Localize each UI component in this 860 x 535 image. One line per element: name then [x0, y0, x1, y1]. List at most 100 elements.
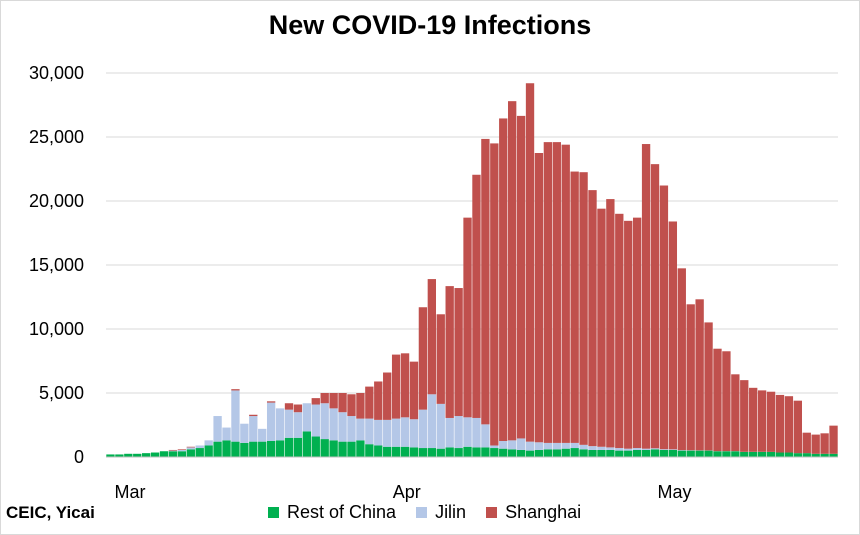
bar-jilin [561, 442, 570, 449]
bar-jilin [338, 412, 347, 442]
y-tick-label: 0 [74, 447, 84, 467]
bar-rest-of-china [534, 449, 544, 457]
bar-shanghai [231, 389, 240, 391]
bar-rest-of-china [668, 449, 678, 457]
bar-shanghai [391, 354, 401, 419]
bar-shanghai [641, 144, 651, 449]
y-tick-label: 30,000 [29, 63, 84, 83]
y-tick-label: 5,000 [39, 383, 84, 403]
bar-rest-of-china [525, 450, 535, 457]
bar-rest-of-china [133, 453, 142, 457]
bar-jilin [427, 394, 436, 449]
legend-item-rest-of-china: Rest of China [268, 502, 396, 523]
bar-rest-of-china [516, 449, 526, 457]
bar-shanghai [338, 393, 347, 413]
bar-rest-of-china [543, 449, 553, 457]
bar-jilin [579, 444, 588, 450]
bar-shanghai [757, 390, 767, 452]
bar-shanghai [552, 142, 561, 443]
bar-rest-of-china [499, 448, 508, 457]
bar-rest-of-china [811, 453, 820, 457]
bar-shanghai [659, 185, 669, 450]
bar-rest-of-china [302, 431, 312, 457]
bar-rest-of-china [365, 444, 374, 457]
bar-jilin [481, 424, 490, 448]
bar-shanghai [543, 142, 553, 443]
bar-rest-of-china [240, 442, 249, 457]
bar-rest-of-china [347, 441, 356, 457]
bar-rest-of-china [490, 448, 499, 457]
bar-shanghai [784, 396, 794, 453]
bar-rest-of-china [829, 453, 838, 457]
bar-jilin [320, 403, 329, 440]
bar-shanghai [445, 286, 454, 418]
bar-jilin [213, 416, 222, 442]
bar-rest-of-china [284, 437, 294, 457]
bar-jilin [400, 417, 410, 447]
bar-rest-of-china [793, 453, 802, 457]
bar-shanghai [606, 199, 615, 448]
bar-shanghai [775, 394, 785, 453]
bar-jilin [472, 417, 481, 448]
bar-rest-of-china [168, 451, 178, 457]
x-tick-label: May [658, 482, 692, 502]
legend-item-shanghai: Shanghai [486, 502, 581, 523]
bar-shanghai [356, 393, 365, 419]
bar-jilin [418, 409, 428, 449]
bar-rest-of-china [749, 451, 758, 457]
bar-shanghai [632, 217, 642, 449]
bar-shanghai [588, 190, 597, 447]
bar-rest-of-china [436, 448, 445, 457]
bar-jilin [454, 416, 463, 449]
bar-rest-of-china [570, 448, 579, 457]
bar-rest-of-china [106, 454, 115, 457]
bar-shanghai [722, 351, 731, 452]
y-tick-label: 10,000 [29, 319, 84, 339]
bar-rest-of-china [195, 448, 204, 457]
bar-rest-of-china [686, 450, 695, 457]
bar-jilin [588, 446, 597, 450]
bar-shanghai [802, 432, 811, 454]
bar-shanghai [829, 425, 838, 454]
bar-shanghai [516, 115, 526, 439]
bar-rest-of-china [757, 451, 767, 457]
bar-shanghai [177, 449, 187, 450]
bar-shanghai [463, 217, 472, 418]
legend-label-rest-of-china: Rest of China [287, 502, 397, 522]
bar-shanghai [668, 221, 678, 450]
bar-jilin [284, 409, 294, 438]
bar-shanghai [579, 172, 588, 445]
bar-jilin [624, 448, 633, 451]
bar-rest-of-china [427, 448, 436, 457]
bar-shanghai [249, 414, 258, 417]
bar-rest-of-china [293, 437, 303, 457]
bar-rest-of-china [445, 447, 454, 457]
bar-jilin [508, 440, 517, 450]
bar-rest-of-china [213, 441, 222, 457]
bar-rest-of-china [704, 450, 713, 457]
bar-shanghai [400, 353, 410, 418]
bar-rest-of-china [159, 451, 169, 457]
bar-shanghai [454, 288, 463, 417]
bar-shanghai [418, 307, 428, 410]
bar-rest-of-china [650, 449, 660, 457]
bar-jilin [632, 448, 642, 450]
bar-jilin [195, 445, 204, 449]
y-tick-label: 25,000 [29, 127, 84, 147]
bar-shanghai [561, 144, 570, 443]
bar-jilin [204, 440, 213, 446]
bar-rest-of-china [222, 440, 231, 457]
bar-shanghai [570, 171, 579, 443]
bar-jilin [516, 438, 526, 450]
bar-jilin [231, 390, 240, 442]
bar-shanghai [534, 153, 544, 443]
source-note: CEIC, Yicai [6, 503, 95, 522]
bar-jilin [266, 402, 276, 441]
bar-jilin [302, 403, 312, 432]
legend-swatch-rest-of-china [268, 507, 279, 518]
x-tick-label: Apr [393, 482, 421, 502]
bar-jilin [293, 412, 303, 438]
bar-shanghai [186, 446, 195, 448]
bar-rest-of-china [150, 452, 160, 457]
bar-rest-of-china [311, 436, 320, 457]
